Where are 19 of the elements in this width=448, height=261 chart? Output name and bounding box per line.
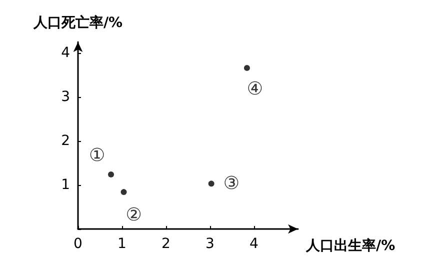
x-axis-title: 人口出生率/% <box>305 237 396 254</box>
y-tick-label: 3 <box>61 89 70 105</box>
x-tick-label: 4 <box>250 236 259 252</box>
y-axis-title: 人口死亡率/% <box>32 14 123 31</box>
point <box>208 180 214 187</box>
y-tick-label: 2 <box>61 133 70 149</box>
data-label: ① <box>88 144 106 166</box>
x-tick-label: 3 <box>206 236 214 252</box>
point <box>244 64 250 71</box>
point <box>108 171 114 178</box>
x-tick-label: 1 <box>118 236 126 252</box>
data-label: ④ <box>246 78 264 100</box>
y-tick-label: 4 <box>61 45 70 61</box>
y-tick-label: 1 <box>61 177 70 193</box>
point <box>120 189 127 196</box>
data-label: ② <box>126 204 142 226</box>
x-tick-label: 2 <box>162 236 170 252</box>
data-label: ③ <box>223 173 240 194</box>
x-tick-label: 0 <box>74 236 82 252</box>
